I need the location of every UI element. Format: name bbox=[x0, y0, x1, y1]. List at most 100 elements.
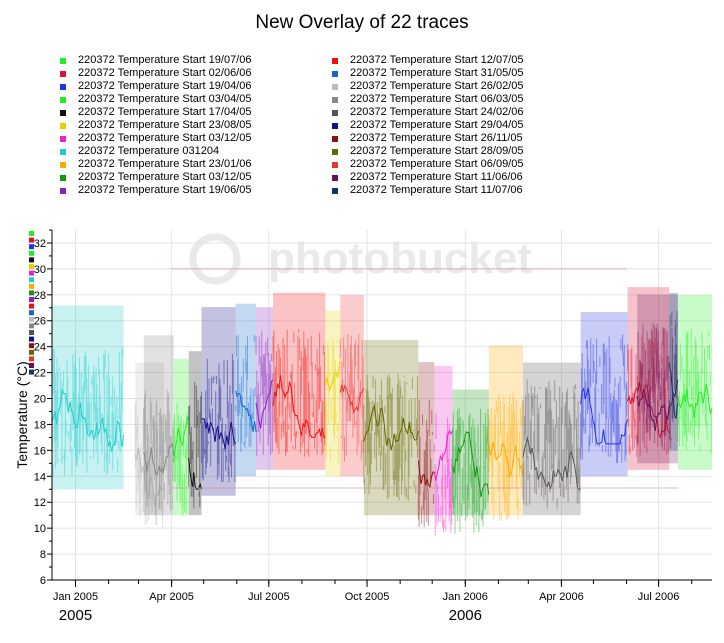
series-band bbox=[188, 351, 202, 516]
legend-item: 220372 Temperature Start 03/12/05 bbox=[60, 132, 251, 145]
legend-item: 220372 Temperature Start 11/06/06 bbox=[332, 171, 523, 184]
series-band bbox=[325, 310, 341, 477]
y-tick-label: 28 bbox=[34, 290, 46, 302]
y-tick-label: 24 bbox=[34, 342, 46, 354]
legend-item: 220372 Temperature Start 06/09/05 bbox=[332, 158, 523, 171]
axis-series-marker bbox=[29, 250, 34, 256]
legend-label: 220372 Temperature Start 12/07/05 bbox=[350, 54, 524, 66]
series-band bbox=[522, 362, 581, 516]
legend-item: 220372 Temperature Start 29/04/05 bbox=[332, 119, 523, 132]
legend-label: 220372 Temperature Start 11/06/06 bbox=[350, 171, 523, 183]
legend-item: 220372 Temperature Start 03/12/05 bbox=[60, 171, 251, 184]
series-line bbox=[188, 457, 202, 490]
axis-series-marker bbox=[29, 316, 34, 322]
legend-item: 220372 Temperature Start 19/04/06 bbox=[60, 80, 251, 93]
series-line bbox=[51, 389, 125, 452]
series-band bbox=[488, 345, 523, 516]
legend-swatch bbox=[332, 135, 338, 142]
legend-label: 220372 Temperature Start 26/11/05 bbox=[350, 132, 523, 144]
legend-label: 220372 Temperature Start 31/05/05 bbox=[350, 67, 524, 79]
watermark: photobucket bbox=[268, 234, 532, 283]
legend-label: 220372 Temperature Start 19/04/06 bbox=[78, 80, 252, 92]
legend-label: 220372 Temperature Start 23/01/06 bbox=[78, 158, 252, 170]
legend-item: 220372 Temperature Start 12/07/05 bbox=[332, 54, 523, 67]
axis-series-marker bbox=[29, 330, 34, 335]
series-line bbox=[235, 390, 257, 433]
legend-swatch bbox=[60, 109, 66, 116]
series-band bbox=[434, 366, 453, 516]
legend-label: 220372 Temperature Start 24/02/06 bbox=[350, 106, 524, 118]
series-band bbox=[340, 295, 364, 477]
axis-series-marker bbox=[29, 244, 34, 250]
x-tick-label: Jan 2006 bbox=[443, 591, 488, 603]
series-noise bbox=[417, 400, 434, 528]
legend-label: 220372 Temperature Start 03/12/05 bbox=[78, 171, 252, 183]
series-band bbox=[143, 335, 174, 516]
legend-swatch bbox=[60, 122, 66, 129]
series-line bbox=[143, 442, 175, 476]
series-band bbox=[363, 339, 419, 516]
series-line bbox=[677, 383, 713, 418]
series-line bbox=[452, 431, 490, 497]
series-line bbox=[363, 404, 419, 451]
legend-item: 220372 Temperature Start 19/06/05 bbox=[60, 184, 251, 197]
legend-label: 220372 Temperature 031204 bbox=[78, 145, 220, 157]
axis-series-marker bbox=[29, 363, 34, 368]
legend-swatch bbox=[60, 135, 66, 142]
legend-label: 220372 Temperature Start 11/07/06 bbox=[350, 184, 523, 196]
series-band bbox=[52, 305, 124, 490]
legend-item: 220372 Temperature Start 31/05/05 bbox=[332, 67, 523, 80]
series-line bbox=[255, 379, 274, 429]
legend-item: 220372 Temperature Start 17/04/05 bbox=[60, 106, 251, 119]
axis-series-marker bbox=[29, 290, 34, 296]
series-line bbox=[272, 375, 326, 438]
axis-series-marker bbox=[29, 336, 34, 342]
y-tick-label: 30 bbox=[34, 264, 46, 276]
series-line bbox=[173, 415, 190, 463]
axis-series-marker bbox=[29, 277, 34, 283]
legend-swatch bbox=[60, 148, 66, 155]
legend-swatch bbox=[60, 83, 66, 90]
legend-swatch bbox=[60, 174, 66, 181]
legend-item: 220372 Temperature Start 19/07/06 bbox=[60, 54, 251, 67]
y-tick-label: 32 bbox=[34, 238, 46, 250]
y-tick-label: 16 bbox=[34, 445, 46, 457]
series-line bbox=[488, 441, 524, 479]
legend-label: 220372 Temperature Start 17/04/05 bbox=[78, 106, 252, 118]
y-tick-label: 10 bbox=[34, 523, 46, 535]
legend-item: 220372 Temperature Start 26/11/05 bbox=[332, 132, 523, 145]
legend-swatch bbox=[60, 161, 66, 168]
series-noise bbox=[272, 328, 326, 457]
y-tick-label: 14 bbox=[34, 471, 46, 483]
legend-label: 220372 Temperature Start 19/06/05 bbox=[78, 184, 252, 196]
legend-swatch bbox=[332, 187, 338, 194]
legend-item: 220372 Temperature Start 26/02/05 bbox=[332, 80, 523, 93]
legend-item: 220372 Temperature Start 24/02/06 bbox=[332, 106, 523, 119]
series-band bbox=[627, 287, 670, 470]
legend-item: 220372 Temperature Start 02/06/06 bbox=[60, 67, 251, 80]
series-line bbox=[668, 362, 679, 419]
axis-series-marker bbox=[29, 343, 34, 349]
series-line bbox=[580, 387, 629, 445]
series-noise bbox=[636, 323, 678, 451]
series-band bbox=[452, 389, 489, 516]
legend-column-right: 220372 Temperature Start 12/07/05 220372 … bbox=[332, 54, 523, 197]
y-tick-label: 20 bbox=[34, 394, 46, 406]
legend-item: 220372 Temperature 031204 bbox=[60, 145, 251, 158]
legend-label: 220372 Temperature Start 19/07/06 bbox=[78, 54, 252, 66]
legend-label: 220372 Temperature Start 03/04/05 bbox=[78, 93, 252, 105]
x-tick-label: Jul 2006 bbox=[638, 591, 680, 603]
legend-item: 220372 Temperature Start 23/01/06 bbox=[60, 158, 251, 171]
x-tick-label: Jan 2005 bbox=[53, 591, 98, 603]
legend-label: 220372 Temperature Start 06/03/05 bbox=[350, 93, 524, 105]
legend-label: 220372 Temperature Start 03/12/05 bbox=[78, 132, 252, 144]
x-tick-label: Apr 2006 bbox=[539, 591, 584, 603]
series-noise bbox=[143, 389, 174, 515]
legend-item: 220372 Temperature Start 28/09/05 bbox=[332, 145, 523, 158]
y-tick-label: 18 bbox=[34, 419, 46, 431]
legend-item: 220372 Temperature Start 06/03/05 bbox=[332, 93, 523, 106]
legend-label: 220372 Temperature Start 29/04/05 bbox=[350, 119, 524, 131]
legend-swatch bbox=[332, 70, 338, 77]
legend-item: 220372 Temperature Start 11/07/06 bbox=[332, 184, 523, 197]
legend-swatch bbox=[60, 57, 66, 64]
